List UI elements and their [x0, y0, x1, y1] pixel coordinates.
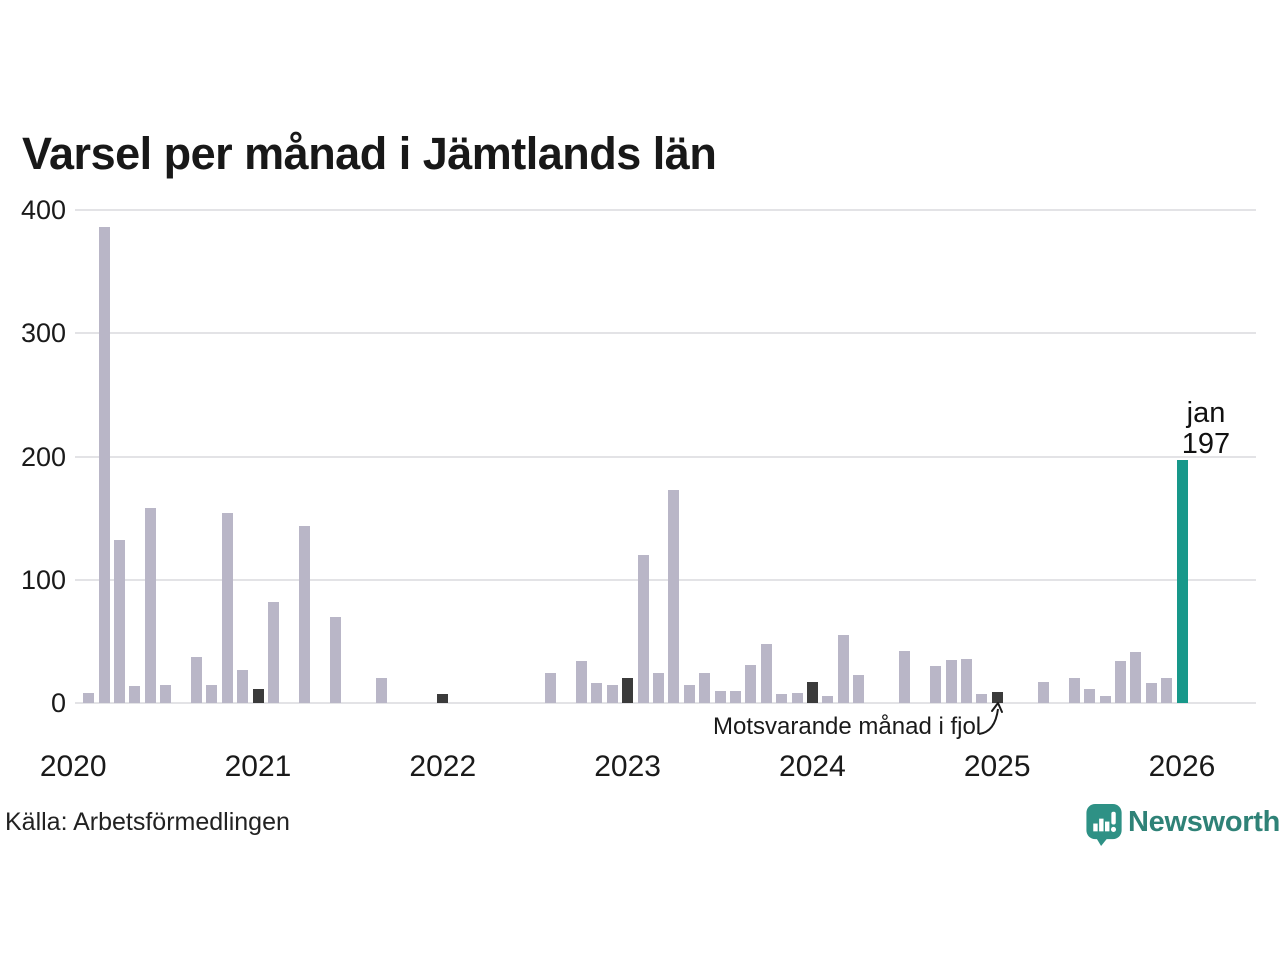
gridline-200 [75, 455, 1256, 458]
bar-2024-02 [822, 695, 834, 703]
bar-2021-06 [329, 616, 341, 703]
bar-2022-10 [575, 661, 587, 703]
bar-2023-11 [776, 694, 788, 703]
bar-2020-02 [83, 693, 95, 703]
bar-2024-12 [976, 694, 988, 703]
bar-2023-03 [652, 673, 664, 703]
bar-2022-08 [545, 673, 557, 703]
last-year-annotation-label: Motsvarande månad i fjol [713, 713, 982, 740]
bar-2020-06 [144, 508, 156, 703]
bar-2022-01 [437, 694, 449, 703]
bar-2020-10 [206, 684, 218, 703]
bar-2023-09 [745, 664, 757, 703]
bar-2020-07 [160, 684, 172, 703]
latest-value-text: 197 [1181, 428, 1231, 460]
y-tick-label-100: 100 [20, 564, 66, 595]
bar-2025-07 [1084, 689, 1096, 703]
bar-2020-03 [98, 227, 110, 703]
bar-2023-05 [683, 684, 695, 703]
bar-2024-03 [837, 635, 849, 703]
bar-2023-02 [637, 555, 649, 703]
y-tick-label-400: 400 [20, 195, 66, 225]
newsworthy-logo-icon [1086, 803, 1122, 847]
bar-2025-12 [1161, 678, 1173, 703]
x-tick-label-2025: 2025 [963, 750, 1031, 783]
x-tick-label-2022: 2022 [409, 750, 477, 783]
bar-2024-01 [806, 682, 818, 703]
bar-2025-10 [1130, 652, 1142, 703]
gridline-100 [75, 578, 1256, 581]
bar-2024-11 [960, 658, 972, 703]
x-tick-label-2026: 2026 [1148, 750, 1216, 783]
bar-2024-10 [945, 659, 957, 703]
source-note: Källa: Arbetsförmedlingen [5, 808, 290, 836]
bar-2025-09 [1114, 661, 1126, 703]
y-tick-label-200: 200 [20, 441, 66, 472]
x-tick-label-2024: 2024 [779, 750, 846, 783]
bar-2025-04 [1037, 682, 1049, 703]
bar-2020-09 [190, 657, 202, 703]
bar-2022-11 [591, 683, 603, 703]
bar-2025-06 [1068, 678, 1080, 703]
gridline-400 [75, 209, 1256, 211]
bar-2025-11 [1145, 683, 1157, 703]
bar-2023-04 [668, 489, 680, 703]
bar-2023-08 [729, 690, 741, 703]
bar-2026-01 [1176, 460, 1188, 703]
bar-2020-04 [113, 540, 125, 703]
bar-2023-06 [699, 673, 711, 703]
chart-title: Varsel per månad i Jämtlands län [22, 128, 717, 179]
bar-2022-12 [606, 684, 618, 703]
bar-2025-08 [1099, 695, 1111, 703]
annotation-arrow-icon [978, 702, 1003, 735]
bar-2021-09 [375, 678, 387, 703]
x-tick-label-2020: 2020 [39, 750, 107, 783]
bar-2025-01 [991, 691, 1003, 703]
bar-2023-10 [760, 643, 772, 703]
y-tick-label-0: 0 [50, 688, 66, 718]
bar-2020-12 [237, 669, 249, 703]
x-tick-label-2023: 2023 [594, 750, 661, 783]
bar-2021-01 [252, 689, 264, 703]
bar-2021-04 [298, 525, 310, 703]
bar-2020-11 [221, 513, 233, 703]
latest-month-text: jan [1186, 397, 1226, 429]
bar-2023-07 [714, 690, 726, 703]
y-tick-label-300: 300 [20, 318, 66, 349]
bar-2023-01 [622, 678, 634, 703]
bar-2021-02 [267, 601, 279, 703]
bar-2024-04 [853, 674, 865, 703]
gridline-300 [75, 332, 1256, 335]
newsworthy-wordmark: Newsworthy [1128, 806, 1280, 838]
bar-2023-12 [791, 693, 803, 703]
latest-value-label: jan 197 [1158, 398, 1254, 460]
bar-2024-07 [899, 651, 911, 703]
bar-2020-05 [129, 685, 141, 703]
bar-2024-09 [930, 666, 942, 703]
gridline-0 [75, 702, 1256, 704]
x-tick-label-2021: 2021 [224, 750, 292, 783]
